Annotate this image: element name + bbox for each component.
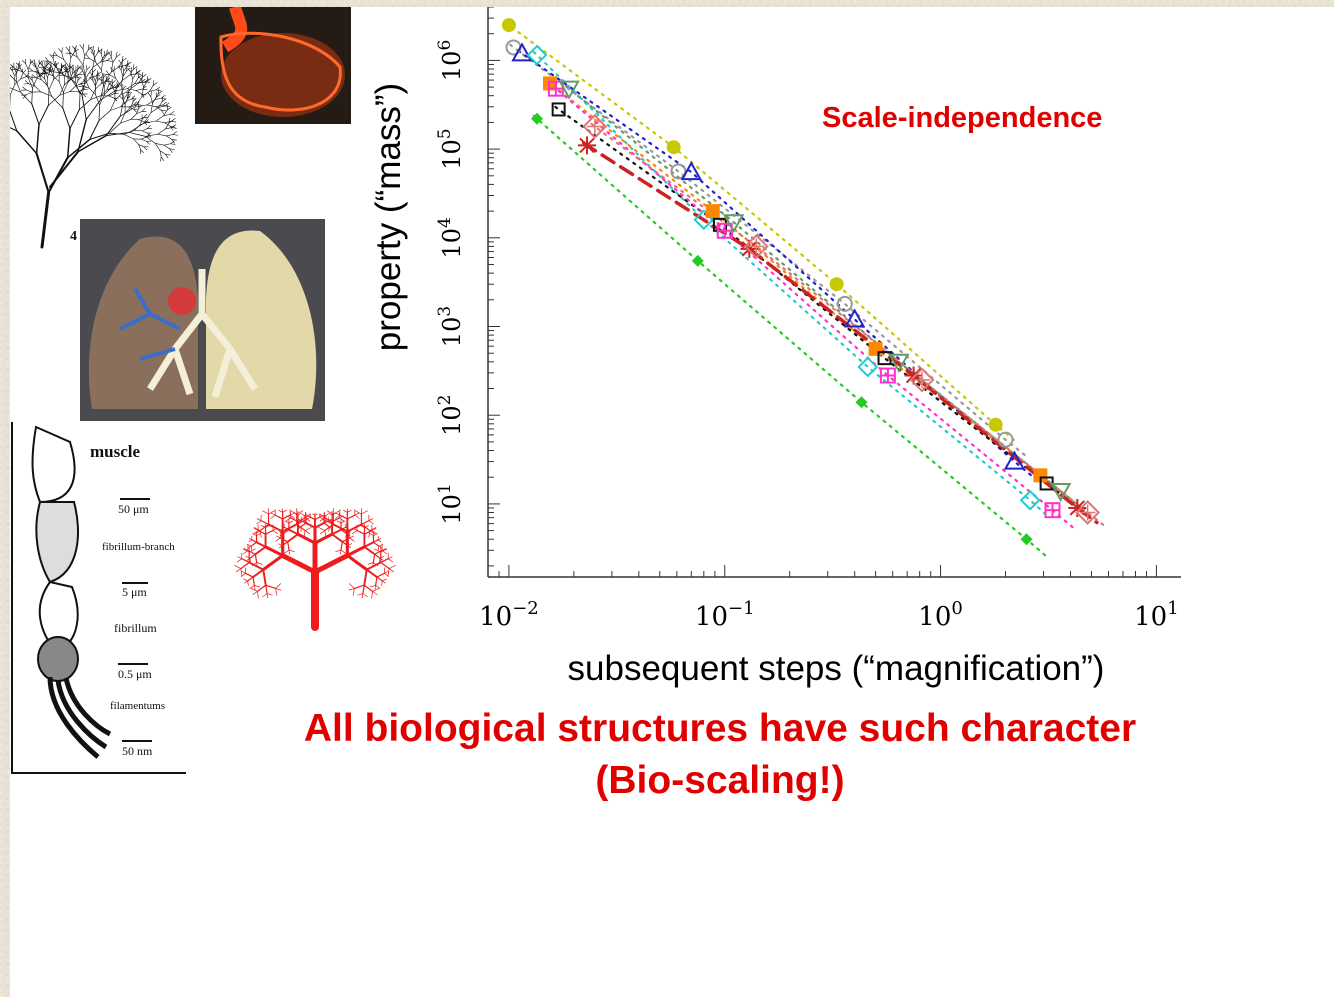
series-line-2 bbox=[517, 49, 1036, 479]
data-point bbox=[1003, 450, 1026, 470]
data-point bbox=[888, 353, 910, 373]
structure-label: fibrillum bbox=[114, 621, 157, 635]
scale-label: 0.5 μm bbox=[118, 667, 152, 681]
fractal-tree-icon bbox=[165, 437, 465, 687]
structure-label: filamentums bbox=[110, 700, 165, 712]
y-tick-label: 104 bbox=[435, 217, 466, 258]
data-point bbox=[531, 112, 544, 125]
data-point bbox=[1020, 533, 1033, 546]
data-point bbox=[879, 367, 896, 384]
data-point bbox=[743, 233, 769, 259]
muscle-fibre-icon: muscle 50 μm fibrillum-branch 5 μm fibri… bbox=[10, 422, 188, 774]
capillary-tree-icon bbox=[10, 7, 190, 252]
structure-label: fibrillum-branch bbox=[100, 540, 177, 554]
data-point bbox=[1075, 500, 1101, 525]
data-point bbox=[909, 367, 935, 393]
caption-line-1: All biological structures have such char… bbox=[303, 707, 1137, 750]
data-point bbox=[1049, 482, 1072, 502]
series-line-9 bbox=[590, 122, 1109, 530]
scale-label: 50 nm bbox=[122, 744, 153, 758]
y-tick-label: 105 bbox=[435, 128, 466, 169]
data-point bbox=[988, 417, 1003, 432]
tick-labels: 10−2 10−1 100 101 101 102 103 104 105 106 bbox=[435, 40, 1179, 632]
scale-independence-annotation: Scale-independence bbox=[822, 102, 1103, 134]
data-point bbox=[501, 18, 516, 33]
muscle-title: muscle bbox=[90, 442, 141, 461]
figure-number: 4 bbox=[70, 229, 77, 244]
heart-cast-icon bbox=[195, 7, 351, 124]
slide: muscle 50 μm fibrillum-branch 5 μm fibri… bbox=[10, 7, 1334, 997]
data-point bbox=[1033, 468, 1048, 483]
scale-bar bbox=[122, 582, 148, 584]
series-markers bbox=[501, 18, 1101, 546]
data-point bbox=[680, 161, 703, 181]
series-line-10 bbox=[532, 114, 1048, 558]
y-axis-label: property (“mass”) bbox=[369, 83, 408, 351]
y-tick-label: 101 bbox=[435, 483, 466, 524]
scale-bar bbox=[120, 498, 150, 500]
data-point bbox=[558, 80, 580, 100]
x-axis-label: subsequent steps (“magnification”) bbox=[568, 649, 1105, 688]
series-line-5 bbox=[554, 105, 1068, 500]
data-point bbox=[1019, 489, 1041, 511]
data-point bbox=[829, 277, 844, 292]
caption-line-2: (Bio-scaling!) bbox=[595, 759, 845, 802]
y-tick-label: 103 bbox=[435, 306, 466, 347]
data-point bbox=[868, 341, 883, 356]
y-tick-label: 102 bbox=[435, 395, 466, 436]
data-point bbox=[1068, 498, 1087, 517]
data-point bbox=[511, 42, 533, 62]
data-point bbox=[666, 140, 681, 155]
chart-axes bbox=[487, 7, 1181, 578]
data-point bbox=[855, 396, 868, 409]
data-point bbox=[904, 366, 923, 385]
data-point bbox=[997, 431, 1014, 448]
scale-bar bbox=[118, 663, 148, 665]
data-point bbox=[670, 163, 687, 180]
x-tick-label: 10−1 bbox=[695, 598, 755, 632]
data-point bbox=[577, 136, 596, 155]
scale-bar bbox=[122, 740, 152, 742]
series-line-8 bbox=[581, 141, 1099, 525]
data-point bbox=[857, 356, 879, 378]
data-point bbox=[542, 76, 557, 91]
data-point bbox=[705, 204, 720, 219]
data-point bbox=[740, 239, 759, 258]
x-tick-label: 10−2 bbox=[479, 598, 539, 632]
data-point bbox=[836, 295, 853, 312]
series-line-0 bbox=[504, 21, 1017, 442]
data-point bbox=[843, 308, 866, 328]
data-point bbox=[691, 254, 704, 267]
data-point bbox=[547, 80, 564, 97]
data-point bbox=[526, 44, 548, 66]
lung-cast-icon bbox=[80, 219, 325, 421]
data-point bbox=[722, 214, 745, 234]
x-tick-label: 100 bbox=[918, 598, 963, 632]
y-tick-label: 106 bbox=[435, 40, 466, 81]
scale-label: 5 μm bbox=[122, 585, 147, 599]
data-point bbox=[716, 222, 733, 239]
scaling-chart: 10−2 10−1 100 101 101 102 103 104 105 106 subsequ… bbox=[369, 7, 1181, 688]
data-point bbox=[551, 102, 566, 117]
scale-label: 50 μm bbox=[118, 502, 149, 516]
series-line-3 bbox=[532, 51, 1051, 520]
data-point bbox=[582, 114, 608, 139]
x-tick-label: 101 bbox=[1134, 598, 1179, 632]
data-point bbox=[1044, 502, 1061, 519]
